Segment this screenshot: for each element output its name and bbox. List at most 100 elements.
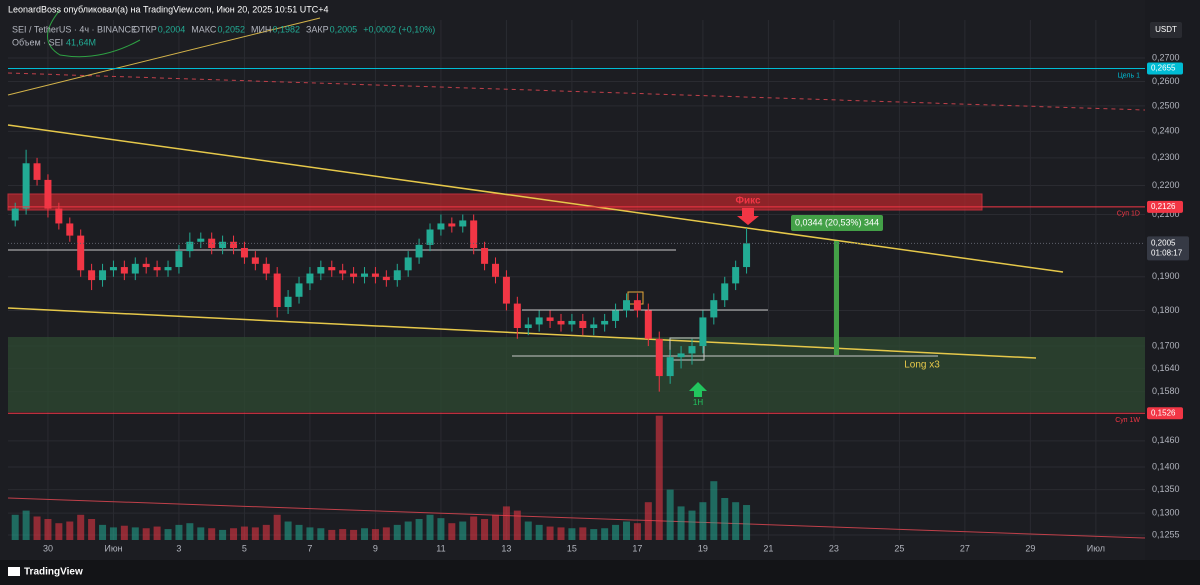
candle-body xyxy=(66,223,74,236)
volume-bar xyxy=(437,518,445,540)
volume-bar xyxy=(55,523,63,540)
candle-body xyxy=(11,208,19,221)
annotation-curve xyxy=(47,9,141,58)
volume-bar xyxy=(710,481,718,540)
candle-body xyxy=(437,223,445,230)
volume-bar xyxy=(306,527,314,540)
volume-bar xyxy=(88,519,96,540)
candle-body xyxy=(251,257,259,264)
measure-box xyxy=(791,215,883,231)
candle-body xyxy=(470,220,478,248)
volume-bar xyxy=(688,510,696,540)
candle-body xyxy=(655,338,663,377)
up-arrow xyxy=(689,382,707,397)
volume-bar xyxy=(284,521,292,540)
volume-bar xyxy=(448,523,456,540)
candle-body xyxy=(732,267,740,284)
volume-bar xyxy=(502,506,510,540)
volume-bar xyxy=(612,524,620,540)
candle-body xyxy=(699,317,707,347)
level-note: Суп 1D xyxy=(1117,211,1140,218)
volume-bar xyxy=(66,521,74,540)
y-tick-label: 0,1300 xyxy=(1152,507,1180,517)
candle-body xyxy=(295,283,303,297)
last-price-label: 0,2005 xyxy=(1151,238,1176,247)
volume-bar xyxy=(590,529,598,540)
volume-bar xyxy=(677,506,685,540)
publisher: LeonardBoss опубликовал(а) на TradingVie… xyxy=(8,4,329,14)
brand: TradingView xyxy=(24,567,83,578)
candle-body xyxy=(633,300,641,311)
fix-label: Фикс xyxy=(735,196,761,207)
volume-bar xyxy=(524,521,532,540)
ohlc-value: 0,2005 xyxy=(330,24,358,34)
y-tick-label: 0,1400 xyxy=(1152,461,1180,471)
volume-bar xyxy=(33,516,41,540)
volume-bar xyxy=(317,528,325,540)
candle-body xyxy=(88,270,96,281)
volume xyxy=(11,415,751,540)
candle-body xyxy=(546,317,554,321)
x-tick-label: Июл xyxy=(1087,543,1105,553)
y-tick-label: 0,2400 xyxy=(1152,126,1180,136)
down-arrow xyxy=(737,208,759,225)
candle-body xyxy=(284,296,292,308)
x-tick-label: 13 xyxy=(501,543,511,553)
y-tick-label: 0,1460 xyxy=(1152,435,1180,445)
candle-body xyxy=(131,263,139,274)
volume-bar xyxy=(535,524,543,540)
y-tick-label: 0,1700 xyxy=(1152,340,1180,350)
volume-bar xyxy=(426,514,434,540)
volume-bar xyxy=(186,523,194,540)
volume-bar xyxy=(350,529,358,540)
candle-body xyxy=(601,320,609,325)
candle-body xyxy=(317,267,325,274)
candle-body xyxy=(404,257,412,271)
volume-bar xyxy=(666,489,674,540)
volume-bar xyxy=(513,510,521,540)
volume-bar xyxy=(361,528,369,540)
candle-body xyxy=(513,303,521,329)
candle-body xyxy=(743,243,751,268)
volume-bar xyxy=(481,519,489,540)
resistance-zone xyxy=(7,193,983,211)
change: +0,0002 (+0,10%) xyxy=(363,24,435,34)
candle-body xyxy=(328,267,336,271)
x-tick-label: 23 xyxy=(829,543,839,553)
candle-body xyxy=(677,353,685,358)
price-tag xyxy=(1147,62,1183,75)
candle-body xyxy=(502,276,510,304)
ohlc-value: 0,2052 xyxy=(217,24,245,34)
ohlc-name: ОТКР xyxy=(133,24,157,34)
volume-bar xyxy=(11,514,19,540)
volume-bar xyxy=(579,527,587,540)
symbol: SEI / TetherUS · 4ч · BINANCE xyxy=(12,24,137,34)
y-tick-label: 0,1350 xyxy=(1152,484,1180,494)
candle-body xyxy=(688,346,696,354)
candle-body xyxy=(481,247,489,264)
candle-body xyxy=(579,320,587,329)
candle-body xyxy=(448,223,456,227)
y-tick-label: 0,2700 xyxy=(1152,52,1180,62)
volume-bar xyxy=(492,514,500,540)
volume-bar xyxy=(655,415,663,540)
x-tick-label: 15 xyxy=(567,543,577,553)
y-tick-label: 0,2300 xyxy=(1152,152,1180,162)
volume-bar xyxy=(721,498,729,540)
ohlc-header: ОТКР 0,2004 МАКС 0,2052 МИН 0,1982 ЗАКР 0,2005 +… xyxy=(133,24,435,34)
candle-body xyxy=(109,267,117,271)
candle-body xyxy=(33,163,41,180)
x-tick-label: 21 xyxy=(763,543,773,553)
x-tick-label: 30 xyxy=(43,543,53,553)
candle-body xyxy=(415,244,423,258)
volume-bar xyxy=(240,526,248,540)
volume-value: 41,64M xyxy=(66,37,96,47)
volume-bar xyxy=(251,527,259,540)
volume-bar xyxy=(623,521,631,540)
candle-body xyxy=(492,263,500,277)
countdown: 01:08:17 xyxy=(1151,248,1183,257)
support-zone xyxy=(8,337,1145,412)
price-axis-bg xyxy=(1145,0,1200,560)
candle-body xyxy=(186,241,194,252)
x-tick-label: 11 xyxy=(436,543,445,553)
